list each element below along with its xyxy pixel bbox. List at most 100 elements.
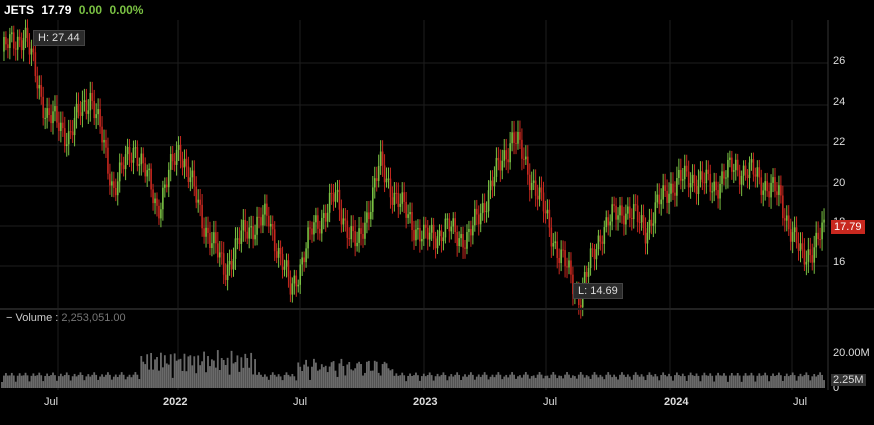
price-candle	[485, 211, 488, 213]
volume-bar	[258, 372, 260, 388]
price-candle	[734, 159, 737, 171]
volume-bar	[511, 372, 513, 388]
price-candle	[67, 131, 70, 145]
price-candle	[515, 142, 517, 144]
volume-bar	[30, 375, 33, 388]
price-candle	[158, 205, 160, 219]
volume-bar	[517, 376, 519, 388]
price-candle	[207, 227, 209, 233]
price-candle	[668, 193, 670, 203]
price-candle	[764, 181, 766, 191]
price-candle	[130, 160, 133, 163]
price-candle	[627, 206, 629, 214]
volume-bar	[772, 373, 774, 388]
price-candle	[126, 146, 129, 155]
volume-bar	[456, 372, 459, 388]
volume-bar	[216, 350, 219, 388]
price-candle	[634, 204, 637, 206]
price-candle	[344, 218, 347, 221]
price-candle	[240, 230, 243, 244]
price-candle	[731, 157, 733, 172]
volume-bar	[623, 374, 625, 388]
price-candle	[222, 253, 225, 275]
price-candle	[377, 165, 380, 181]
price-candle	[713, 181, 715, 192]
price-candle	[789, 229, 792, 242]
price-candle	[642, 215, 645, 229]
price-candle	[403, 192, 405, 202]
volume-bar	[285, 372, 288, 388]
price-candle	[809, 249, 812, 256]
volume-bar	[575, 378, 578, 388]
volume-bar	[340, 358, 343, 388]
volume-bar	[101, 374, 103, 388]
price-candle	[16, 36, 19, 50]
volume-bar	[311, 366, 313, 388]
volume-bar	[203, 351, 205, 388]
volume-bar	[764, 372, 767, 388]
price-candle	[589, 248, 592, 268]
volume-bar	[34, 375, 37, 388]
price-candle	[785, 215, 788, 221]
volume-bar	[736, 372, 739, 388]
volume-bar	[5, 373, 7, 388]
collapse-icon[interactable]: −	[6, 312, 13, 324]
price-candle	[191, 170, 194, 178]
volume-bar	[526, 374, 529, 388]
price-candle	[332, 193, 335, 202]
volume-bar	[646, 374, 649, 388]
price-candle	[595, 249, 598, 260]
volume-bar	[436, 373, 439, 388]
price-candle	[297, 284, 300, 287]
price-candle	[405, 201, 407, 218]
price-candle	[678, 169, 680, 179]
price-candle	[169, 154, 172, 170]
volume-bar	[415, 372, 417, 388]
price-candle	[399, 203, 402, 207]
price-candle	[122, 165, 125, 170]
price-candle	[778, 185, 780, 195]
volume-bar	[191, 365, 194, 388]
volume-bar	[650, 374, 653, 388]
price-candle	[748, 162, 751, 179]
volume-bar	[207, 356, 209, 388]
price-candle	[350, 226, 353, 240]
price-candle	[617, 215, 619, 220]
price-candle	[585, 271, 588, 277]
volume-bar	[383, 361, 386, 388]
price-candle	[419, 227, 421, 242]
time-axis-label: Jul	[293, 396, 308, 408]
volume-bar	[295, 380, 298, 388]
volume-bar	[695, 373, 698, 388]
volume-bar	[348, 362, 351, 388]
volume-bar	[428, 372, 431, 388]
volume-bar	[201, 361, 204, 388]
volume-bar	[224, 365, 227, 388]
price-candle	[601, 241, 604, 244]
volume-bar	[179, 358, 182, 388]
price-candle	[666, 190, 668, 203]
price-candle	[340, 209, 343, 225]
volume-bar	[413, 375, 415, 388]
price-candle	[154, 198, 156, 204]
price-candle	[236, 238, 239, 240]
volume-bar	[91, 374, 94, 388]
volume-bar	[279, 376, 282, 388]
volume-bar	[232, 363, 235, 388]
volume-bar	[405, 381, 408, 388]
volume-bar	[364, 372, 366, 388]
price-candle	[279, 247, 282, 254]
price-candle	[273, 229, 276, 252]
price-candle	[330, 192, 333, 194]
volume-bar	[640, 374, 643, 388]
volume-bar	[187, 356, 190, 388]
price-candle	[648, 219, 651, 233]
price-candle	[46, 108, 48, 118]
price-candle	[60, 122, 62, 132]
price-candle	[7, 44, 9, 49]
volume-bar	[391, 369, 394, 388]
volume-bar	[762, 375, 765, 388]
price-candle	[215, 232, 217, 244]
